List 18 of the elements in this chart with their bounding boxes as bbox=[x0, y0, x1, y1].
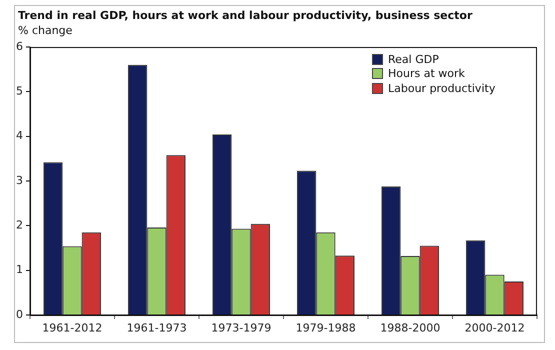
chart-title: Trend in real GDP, hours at work and labour productivity, business sector bbox=[18, 9, 472, 22]
x-tick-label: 1988-2000 bbox=[380, 321, 440, 334]
x-tick-label: 1961-1973 bbox=[126, 321, 187, 334]
y-tick-label: 5 bbox=[16, 84, 23, 98]
y-tick-label: 1 bbox=[16, 263, 23, 276]
legend-label: Hours at work bbox=[388, 67, 465, 80]
x-tick-label: 1979-1988 bbox=[296, 321, 356, 334]
y-tick-label: 3 bbox=[16, 174, 23, 187]
x-tick-label: 1973-1979 bbox=[211, 321, 272, 334]
y-tick-label: 4 bbox=[16, 129, 23, 142]
legend-label: Labour productivity bbox=[388, 82, 496, 95]
x-tick-label: 2000-2012 bbox=[464, 321, 525, 334]
y-axis-title: % change bbox=[18, 24, 72, 37]
legend-label: Real GDP bbox=[388, 52, 439, 66]
y-tick-label: 2 bbox=[16, 218, 23, 232]
x-tick-label: 1961-2012 bbox=[42, 321, 102, 334]
y-tick-label: 0 bbox=[16, 308, 23, 321]
y-tick-label: 6 bbox=[16, 40, 23, 53]
